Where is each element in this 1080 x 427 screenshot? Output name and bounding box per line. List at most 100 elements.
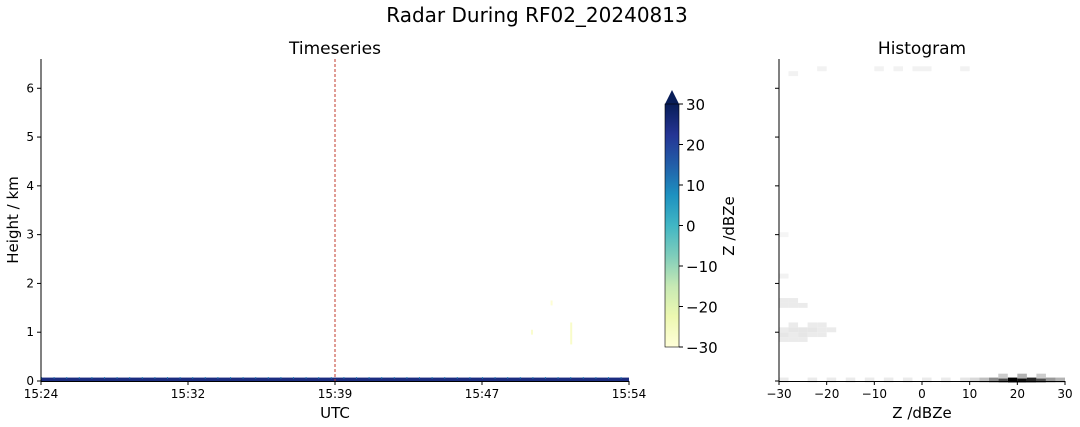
colorbar-tick-label: −30 [686,339,718,357]
histogram-cell [798,327,808,333]
surface-echo-texture [456,377,458,379]
histogram-cell [1036,377,1046,383]
histogram-cell [807,322,818,328]
histogram-cell [798,332,808,338]
y-tick-label: 0 [26,374,34,388]
surface-echo-texture [242,377,244,379]
histogram-cell [1036,373,1046,379]
surface-echo-texture [91,377,93,379]
x-tick-label: 15:54 [612,387,647,401]
surface-echo-texture [431,377,433,379]
histogram-cell [1007,377,1018,383]
x-tick-label: 15:32 [171,387,206,401]
histogram-x-tick-label: −30 [766,387,791,401]
surface-echo-texture [494,377,496,379]
histogram-y-ticks [775,87,779,382]
y-tick-label: 2 [26,276,34,290]
colorbar-gradient [664,103,680,348]
histogram-cell [883,377,894,383]
colorbar-tick-label: 30 [686,96,705,114]
histogram-cell [826,377,837,383]
surface-echo-texture [608,377,609,379]
y-tick-label: 6 [26,81,34,95]
histogram-cell [1026,377,1037,383]
histogram-cell [779,377,789,383]
histogram-cell [779,302,789,308]
surface-echo-texture [582,377,584,379]
surface-echo-texture [570,377,572,379]
weak-echo [550,300,553,306]
histogram-cell [817,332,827,338]
colorbar-tick-label: 20 [686,137,705,155]
surface-echo-texture [482,377,483,379]
surface-echo-texture [469,377,471,379]
figure-title: Radar During RF02_20240813 [386,3,687,27]
histogram-cell [788,327,799,333]
histogram-cell [902,377,913,383]
histogram-cell [807,332,818,338]
colorbar: −30 −20 −10 0 10 20 30 Z /dBZe [664,90,738,357]
surface-echo-texture [557,377,559,379]
histogram-cell [788,337,799,342]
histogram-cell [788,298,799,303]
histogram-cell [788,71,799,77]
histogram-x-tick-label: −20 [814,387,839,401]
histogram-cell [779,327,789,333]
histogram-cell [864,377,875,383]
histogram-cell [798,302,808,308]
histogram-cell [960,66,970,72]
histogram-x-tick-label: 20 [1010,387,1025,401]
histogram-x-ticks: −30 −20 −10 0 10 20 30 [766,381,1073,401]
histogram-cell [817,322,827,328]
surface-echo-texture [545,377,546,379]
surface-echo-texture [595,377,597,379]
surface-echo-texture [318,377,320,379]
surface-echo-texture [267,377,269,379]
histogram-cell [826,327,837,333]
surface-echo-texture [368,377,370,379]
surface-echo-texture [444,377,446,379]
histogram-cell [779,273,789,279]
surface-echo-texture [104,377,105,379]
colorbar-tick-label: −10 [686,258,718,276]
histogram-cell [922,377,932,383]
histogram-cell [807,327,818,333]
surface-echo-texture [406,377,408,379]
colorbar-tick-label: −20 [686,299,718,317]
surface-echo-texture [53,377,55,379]
histogram-panel: Histogram −30 −20 −10 0 10 20 30 Z /dBZe [766,39,1072,422]
surface-echo-texture [78,377,80,379]
colorbar-tick-label: 10 [686,177,705,195]
histogram-plot-area [779,66,1065,383]
weak-echo [531,329,533,335]
histogram-cell [922,66,932,72]
histogram-cell [798,337,808,342]
y-tick-label: 4 [26,179,34,193]
surface-echo-texture [293,377,294,379]
colorbar-label: Z /dBZe [720,196,738,255]
surface-echo-texture [532,377,534,379]
histogram-cell [874,66,884,72]
histogram-cell [779,232,789,238]
histogram-cell [988,377,999,383]
timeseries-y-label: Height / km [4,176,22,263]
surface-echo-texture [381,377,383,379]
histogram-cell [960,377,970,383]
surface-echo-texture [192,377,194,379]
y-tick-label: 3 [26,228,34,242]
colorbar-extend-arrow [665,90,679,104]
histogram-cell [998,377,1008,383]
surface-echo-texture [620,377,622,379]
timeseries-y-ticks: 0 1 2 3 4 5 6 [26,81,41,388]
timeseries-title: Timeseries [288,39,381,59]
histogram-cell [1017,377,1027,383]
histogram-cell [893,66,903,72]
x-tick-label: 15:47 [465,387,500,401]
surface-echo-texture [141,377,143,379]
y-tick-label: 1 [26,325,34,339]
timeseries-x-ticks: 15:24 15:32 15:39 15:47 15:54 [24,381,647,401]
histogram-cell [817,327,827,333]
surface-echo-texture [330,377,332,379]
